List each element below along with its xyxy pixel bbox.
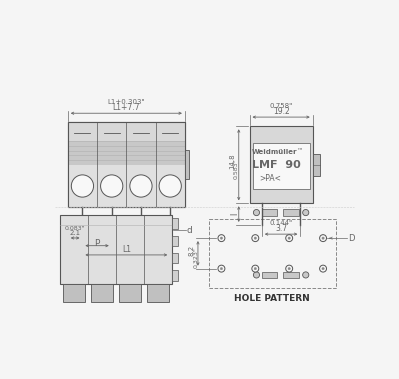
- Text: LMF  90: LMF 90: [252, 160, 301, 171]
- Circle shape: [253, 272, 259, 278]
- Circle shape: [254, 237, 257, 239]
- Circle shape: [253, 210, 259, 216]
- Text: d: d: [187, 226, 192, 235]
- Circle shape: [218, 235, 225, 241]
- Text: l: l: [230, 213, 239, 215]
- Bar: [68, 141, 185, 165]
- Bar: [209, 219, 336, 288]
- Bar: [68, 122, 185, 207]
- Text: 2.1: 2.1: [69, 230, 81, 236]
- Text: 3.7: 3.7: [275, 224, 287, 233]
- Bar: [283, 272, 299, 278]
- Text: 8.2: 8.2: [189, 245, 195, 256]
- Circle shape: [320, 235, 326, 241]
- Circle shape: [159, 175, 181, 197]
- Text: P: P: [95, 239, 100, 248]
- Circle shape: [71, 175, 93, 197]
- Bar: [283, 210, 299, 216]
- Circle shape: [218, 265, 225, 272]
- Text: HOLE PATTERN: HOLE PATTERN: [234, 294, 310, 303]
- Bar: [172, 218, 178, 229]
- Circle shape: [254, 268, 257, 270]
- Circle shape: [252, 265, 259, 272]
- Text: 0.758": 0.758": [269, 103, 293, 109]
- Bar: [313, 154, 320, 175]
- Circle shape: [220, 237, 223, 239]
- Text: >PA<: >PA<: [259, 174, 280, 183]
- Text: L1+7.7: L1+7.7: [113, 103, 140, 112]
- Text: D: D: [348, 233, 354, 243]
- Bar: [253, 143, 310, 190]
- Bar: [60, 215, 172, 284]
- Bar: [91, 284, 113, 302]
- Text: Weidmüller: Weidmüller: [251, 149, 297, 155]
- Bar: [185, 150, 190, 179]
- Circle shape: [252, 235, 259, 241]
- Bar: [172, 236, 178, 246]
- Bar: [172, 253, 178, 263]
- Bar: [147, 284, 169, 302]
- Bar: [119, 284, 141, 302]
- Circle shape: [288, 268, 290, 270]
- Circle shape: [130, 175, 152, 197]
- Text: 0.083": 0.083": [65, 226, 85, 231]
- Text: L1: L1: [122, 245, 131, 254]
- Circle shape: [320, 265, 326, 272]
- Circle shape: [220, 268, 223, 270]
- Bar: [262, 272, 277, 278]
- Bar: [249, 126, 313, 203]
- Text: 19.2: 19.2: [273, 107, 290, 116]
- Circle shape: [322, 268, 324, 270]
- Text: ™: ™: [296, 149, 302, 154]
- Bar: [68, 165, 185, 207]
- Text: 0.323": 0.323": [194, 247, 199, 268]
- Circle shape: [286, 265, 292, 272]
- Circle shape: [288, 237, 290, 239]
- Bar: [75, 179, 90, 193]
- Circle shape: [286, 235, 292, 241]
- Bar: [134, 179, 148, 193]
- Circle shape: [101, 175, 123, 197]
- Text: L1+0.303": L1+0.303": [107, 99, 145, 105]
- Circle shape: [303, 210, 309, 216]
- Bar: [172, 270, 178, 281]
- Bar: [105, 179, 119, 193]
- Bar: [68, 122, 185, 141]
- Bar: [262, 210, 277, 216]
- Circle shape: [303, 272, 309, 278]
- Bar: [163, 179, 178, 193]
- Text: 0.583": 0.583": [234, 158, 239, 179]
- Bar: [63, 284, 85, 302]
- Circle shape: [322, 237, 324, 239]
- Text: 0.144": 0.144": [270, 220, 292, 226]
- Text: 14.8: 14.8: [229, 153, 235, 169]
- Bar: [68, 122, 185, 207]
